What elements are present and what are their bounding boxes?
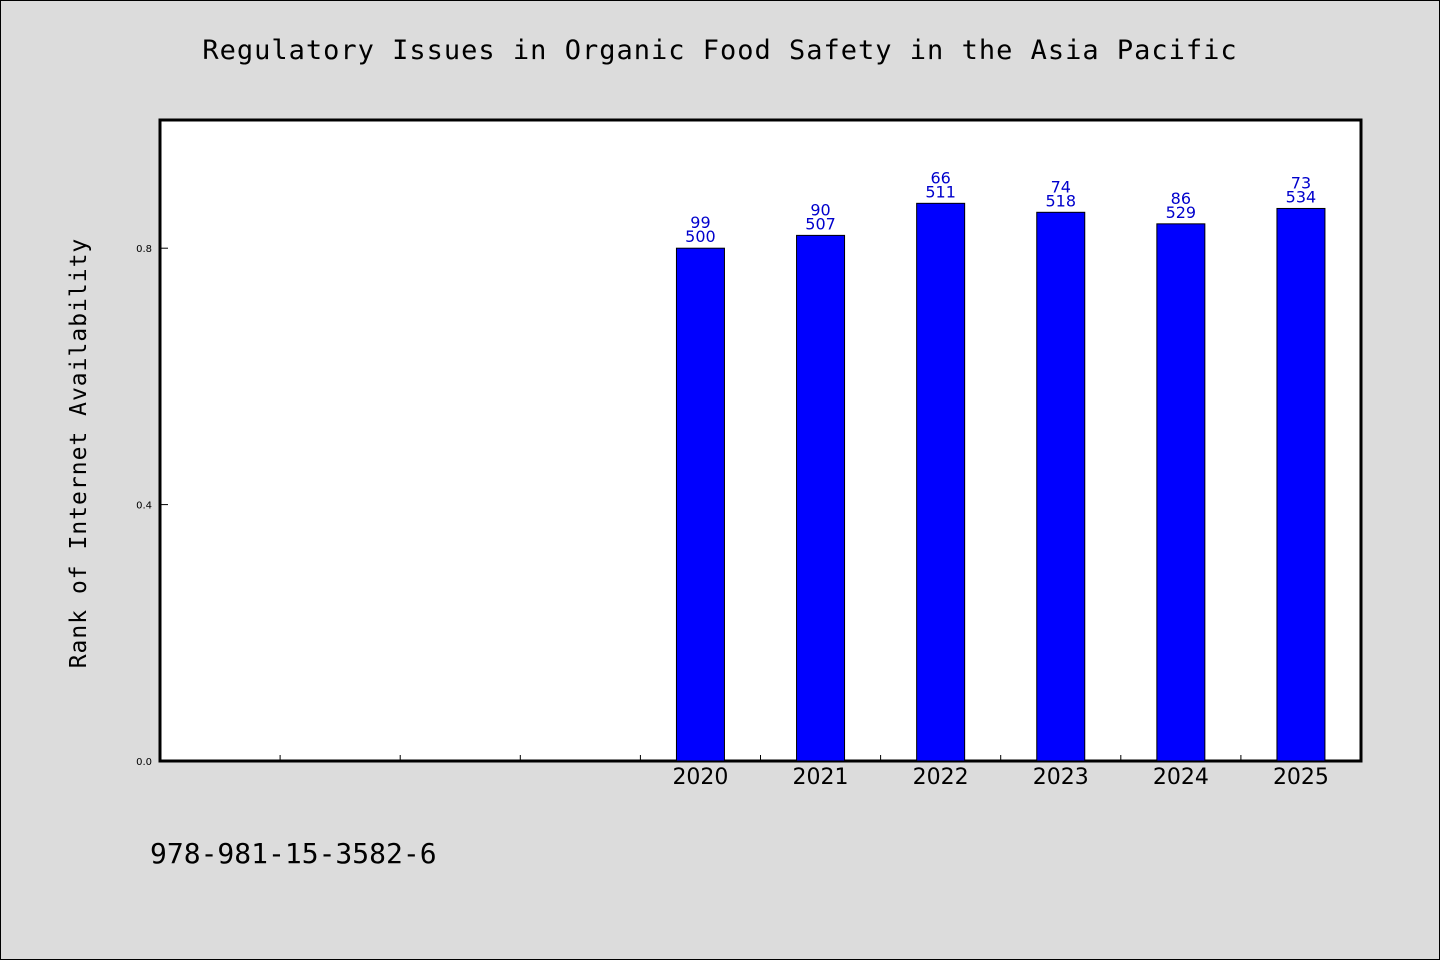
data-label-top: 90 [810,200,830,219]
data-label-top: 99 [690,213,710,232]
bar [1156,223,1206,762]
data-label-top: 73 [1291,173,1311,192]
x-tick-label: 2023 [1033,765,1089,790]
y-tick-label: 0.4 [136,501,152,512]
bars [675,202,1326,762]
x-tick-label: 2021 [793,765,849,790]
x-tick-label: 2025 [1273,765,1329,790]
x-tick-label: 2020 [672,765,728,790]
chart-title: Regulatory Issues in Organic Food Safety… [202,35,1238,66]
bar [916,202,966,762]
axis-ticks: 0.0 0.4 0.8 [136,244,1242,768]
data-label-top: 74 [1051,177,1071,196]
x-tick-label: 2022 [913,765,969,790]
data-label-bottom: 529 [1166,203,1197,222]
data-label-bottom: 518 [1045,191,1076,210]
data-label-bottom: 500 [685,227,716,246]
bar [1276,207,1326,762]
isbn-text: 978-981-15-3582-6 [150,837,437,870]
data-label-bottom: 534 [1286,187,1317,206]
bar [1036,211,1086,762]
data-label-top: 66 [930,168,950,187]
y-tick-label: 0.0 [136,757,152,768]
data-label-top: 86 [1171,189,1191,208]
x-tick-label: 2024 [1153,765,1209,790]
bar [796,234,846,762]
bar [675,247,725,762]
data-label-bottom: 511 [925,182,956,201]
data-label-bottom: 507 [805,214,836,233]
y-tick-label: 0.8 [136,244,152,255]
